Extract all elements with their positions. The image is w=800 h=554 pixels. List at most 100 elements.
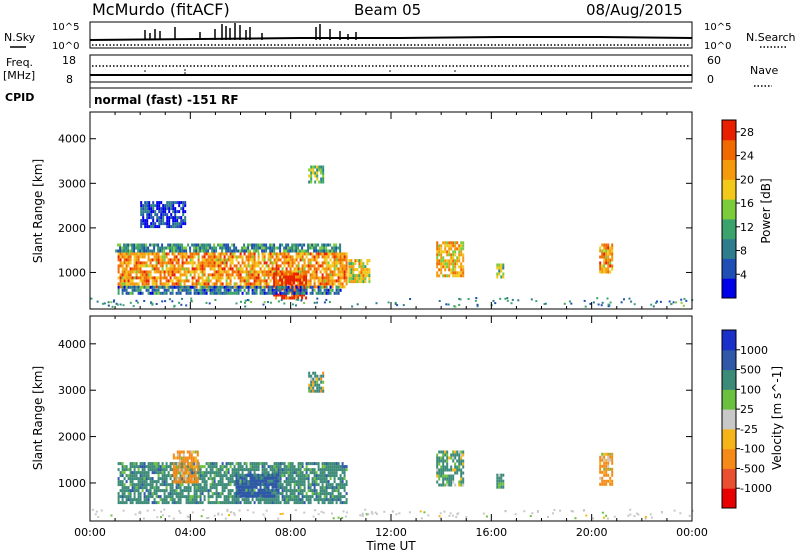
echo-cell bbox=[172, 216, 175, 220]
scatter-cell bbox=[267, 301, 269, 303]
echo-cell bbox=[273, 293, 276, 297]
echo-cell bbox=[295, 291, 298, 295]
echo-cell bbox=[603, 267, 606, 271]
echo-cell bbox=[307, 489, 310, 493]
echo-cell bbox=[275, 270, 278, 274]
echo-cell bbox=[135, 273, 138, 277]
echo-cell bbox=[169, 492, 172, 496]
echo-cell bbox=[155, 285, 158, 289]
echo-cell bbox=[261, 477, 264, 481]
echo-cell bbox=[327, 255, 330, 259]
echo-cell bbox=[121, 486, 124, 490]
echo-cell bbox=[498, 269, 501, 273]
echo-cell bbox=[360, 274, 363, 278]
echo-cell bbox=[321, 264, 324, 268]
echo-cell bbox=[261, 473, 264, 477]
echo-cell bbox=[257, 252, 260, 256]
echo-cell bbox=[231, 270, 234, 274]
echo-cell bbox=[307, 474, 310, 478]
echo-cell bbox=[313, 282, 316, 286]
echo-cell bbox=[343, 489, 346, 493]
echo-cell bbox=[173, 285, 176, 289]
echo-cell bbox=[601, 476, 604, 480]
echo-cell bbox=[151, 501, 154, 505]
echo-cell bbox=[195, 279, 198, 283]
echo-cell bbox=[322, 168, 325, 172]
echo-cell bbox=[263, 494, 266, 498]
echo-cell bbox=[261, 471, 264, 475]
echo-cell bbox=[354, 259, 357, 263]
echo-cell bbox=[235, 270, 238, 274]
echo-cell bbox=[237, 498, 240, 502]
echo-cell bbox=[249, 479, 252, 483]
echo-cell bbox=[207, 273, 210, 277]
echo-cell bbox=[247, 255, 250, 259]
echo-cell bbox=[192, 465, 195, 469]
echo-cell bbox=[303, 486, 306, 490]
scatter-cell bbox=[682, 304, 685, 307]
echo-cell bbox=[319, 291, 322, 295]
echo-cell bbox=[207, 246, 210, 250]
echo-cell bbox=[320, 377, 323, 381]
echo-cell bbox=[129, 492, 132, 496]
echo-cell bbox=[211, 276, 214, 280]
echo-cell bbox=[221, 285, 224, 289]
echo-cell bbox=[157, 252, 160, 256]
echo-cell bbox=[171, 261, 174, 265]
echo-cell bbox=[186, 471, 189, 475]
echo-cell bbox=[285, 249, 288, 253]
echo-cell bbox=[137, 477, 140, 481]
echo-cell bbox=[305, 285, 308, 289]
echo-cell bbox=[287, 480, 290, 484]
echo-cell bbox=[167, 474, 170, 478]
echo-cell bbox=[245, 267, 248, 271]
echo-cell bbox=[243, 246, 246, 250]
echo-cell bbox=[285, 501, 288, 505]
echo-cell bbox=[261, 255, 264, 259]
echo-cell bbox=[313, 273, 316, 277]
y-tick-label: 3000 bbox=[58, 384, 86, 397]
echo-cell bbox=[191, 483, 194, 487]
echo-cell bbox=[180, 222, 183, 226]
echo-cell bbox=[605, 243, 608, 247]
echo-cell bbox=[452, 268, 455, 272]
colorbar-tick-label: 8 bbox=[740, 245, 747, 258]
echo-cell bbox=[609, 246, 612, 250]
echo-cell bbox=[308, 374, 311, 378]
echo-cell bbox=[182, 204, 185, 208]
echo-cell bbox=[166, 204, 169, 208]
echo-cell bbox=[139, 492, 142, 496]
freq-panel bbox=[89, 54, 693, 83]
echo-cell bbox=[265, 479, 268, 483]
echo-cell bbox=[251, 252, 254, 256]
echo-cell bbox=[325, 276, 328, 280]
echo-cell bbox=[337, 288, 340, 292]
echo-cell bbox=[317, 498, 320, 502]
echo-cell bbox=[356, 268, 359, 272]
echo-cell bbox=[175, 249, 178, 253]
echo-cell bbox=[323, 270, 326, 274]
echo-cell bbox=[182, 468, 185, 472]
echo-cell bbox=[235, 282, 238, 286]
echo-cell bbox=[221, 477, 224, 481]
scatter-cell bbox=[628, 297, 631, 300]
scatter-cell bbox=[592, 301, 595, 304]
echo-cell bbox=[239, 252, 242, 256]
echo-cell bbox=[119, 243, 122, 247]
echo-cell bbox=[237, 482, 240, 486]
echo-cell bbox=[303, 291, 306, 295]
echo-cell bbox=[452, 468, 455, 472]
echo-cell bbox=[325, 288, 328, 292]
echo-cell bbox=[316, 389, 319, 393]
echo-cell bbox=[311, 264, 314, 268]
echo-cell bbox=[158, 207, 161, 211]
echo-cell bbox=[201, 243, 204, 247]
echo-cell bbox=[148, 207, 151, 211]
echo-cell bbox=[223, 258, 226, 262]
echo-cell bbox=[607, 258, 610, 262]
echo-cell bbox=[607, 246, 610, 250]
echo-cell bbox=[133, 264, 136, 268]
echo-cell bbox=[137, 501, 140, 505]
echo-cell bbox=[205, 252, 208, 256]
